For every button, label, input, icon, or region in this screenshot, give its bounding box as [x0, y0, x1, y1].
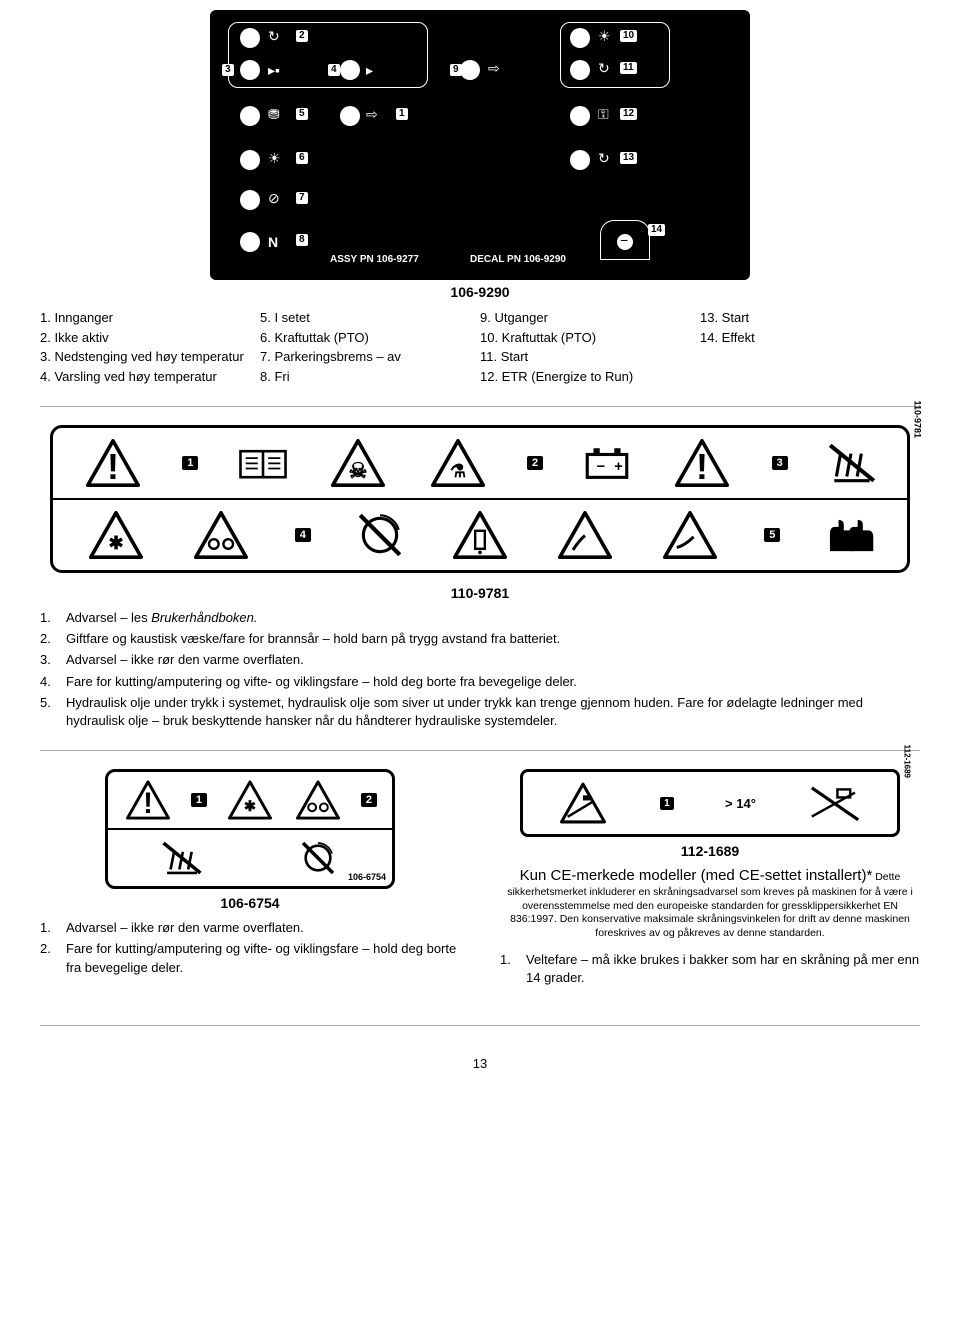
key-item: 14. Effekt: [700, 328, 920, 348]
callout-2: 2: [361, 793, 377, 807]
decal-106-6754-key: Advarsel – ikke rør den varme overflaten…: [40, 919, 460, 977]
no-touch-rotating-icon: [354, 509, 406, 561]
callout-4: 4: [295, 528, 311, 542]
decal-112-1689-key: Veltefare – må ikke brukes i bakker som …: [500, 951, 920, 987]
key-item: 1. Innganger: [40, 308, 260, 328]
warning-decal-112-1689: 1 > 14° 112-1689: [520, 769, 900, 837]
callout-1: 1: [660, 797, 674, 810]
key-item: 13. Start: [700, 308, 920, 328]
ce-subtitle: sikkerhetsmerket inkluderer en skrånings…: [500, 886, 920, 941]
svg-text:⚗: ⚗: [450, 461, 466, 481]
list-item: Advarsel – ikke rør den varme overflaten…: [40, 651, 920, 669]
skull-triangle-icon: ☠: [327, 436, 389, 490]
belt-triangle-icon: [293, 778, 343, 822]
svg-text:+: +: [615, 459, 624, 475]
key-item: 8. Fri: [260, 367, 480, 387]
warning-decal-106-6754: ! 1 ✱ 2 106-6754: [105, 769, 395, 889]
manual-icon: [237, 437, 289, 489]
hose-triangle-icon: [659, 508, 721, 562]
decal-code: 106-6754: [40, 895, 460, 911]
ce-title: Kun CE-merkede modeller (med CE-settet i…: [500, 867, 920, 884]
key-item: 12. ETR (Energize to Run): [480, 367, 700, 387]
decal-side-code: 110-9781: [913, 400, 923, 438]
key-item: 4. Varsling ved høy temperatur: [40, 367, 260, 387]
key-item: 6. Kraftuttak (PTO): [260, 328, 480, 348]
warning-triangle-icon: !: [671, 436, 733, 490]
list-item: Veltefare – må ikke brukes i bakker som …: [500, 951, 920, 987]
decal-pn-text: DECAL PN 106-9290: [470, 254, 566, 265]
list-item: Giftfare og kaustisk væske/fare for bran…: [40, 630, 920, 648]
svg-text:!: !: [107, 446, 119, 487]
hydraulic-triangle-icon: [449, 508, 511, 562]
warning-triangle-icon: !: [82, 436, 144, 490]
key-item: 10. Kraftuttak (PTO): [480, 328, 700, 348]
svg-text:☠: ☠: [348, 458, 367, 483]
callout-3: 3: [772, 456, 788, 470]
key-item: 3. Nedstenging ved høy temperatur: [40, 347, 260, 367]
list-item: Advarsel – ikke rør den varme overflaten…: [40, 919, 460, 937]
callout-1: 1: [182, 456, 198, 470]
caustic-triangle-icon: ⚗: [427, 436, 489, 490]
decal-code: 112-1689: [500, 843, 920, 859]
warning-triangle-icon: !: [123, 778, 173, 822]
no-slope-icon: [807, 780, 863, 826]
assy-pn-text: ASSY PN 106-9277: [330, 254, 419, 265]
svg-text:−: −: [597, 459, 606, 475]
svg-text:!: !: [143, 787, 153, 820]
page-number: 13: [40, 1056, 920, 1071]
key-item: 7. Parkeringsbrems – av: [260, 347, 480, 367]
callout-2: 2: [527, 456, 543, 470]
list-item: Fare for kutting/amputering og vifte- og…: [40, 940, 460, 976]
svg-text:✱: ✱: [108, 533, 123, 553]
list-item: Advarsel – les Brukerhåndboken.: [40, 609, 920, 627]
no-touch-rotating-icon: [296, 836, 340, 880]
belt-triangle-icon: [190, 508, 252, 562]
hot-surface-icon: [826, 437, 878, 489]
control-panel-diagram: ↻ ▸▪ ▸ ⛃ ⇨ ⇨ ☀ ⊘ N ☀ ↻ ⚿ ↻ − 2 3 4 5 1 6…: [40, 10, 920, 280]
key-item: 5. I setet: [260, 308, 480, 328]
svg-text:✱: ✱: [244, 799, 257, 815]
decal-side-code: 112-1689: [902, 745, 911, 778]
angle-text: > 14°: [725, 796, 756, 811]
callout-1: 1: [191, 793, 207, 807]
decal-side-code: 106-6754: [348, 872, 386, 882]
panel-key: 1. Innganger 2. Ikke aktiv 3. Nedstengin…: [40, 308, 920, 386]
slope-triangle-icon: [557, 780, 609, 826]
decal-code: 110-9781: [40, 585, 920, 601]
callout-5: 5: [764, 528, 780, 542]
key-item: 9. Utganger: [480, 308, 700, 328]
panel-code: 106-9290: [40, 284, 920, 300]
fan-triangle-icon: ✱: [85, 508, 147, 562]
warning-decal-110-9781: 110-9781 ! 1 ☠ ⚗ 2 −+ ! 3 ✱ 4 5: [50, 425, 910, 573]
key-item: 11. Start: [480, 347, 700, 367]
injection-triangle-icon: [554, 508, 616, 562]
hot-surface-icon: [160, 836, 204, 880]
list-item: Fare for kutting/amputering og vifte- og…: [40, 673, 920, 691]
gloves-icon: [823, 509, 875, 561]
decal-110-9781-key: Advarsel – les Brukerhåndboken. Giftfare…: [40, 609, 920, 730]
battery-icon: −+: [581, 437, 633, 489]
list-item: Hydraulisk olje under trykk i systemet, …: [40, 694, 920, 730]
fan-triangle-icon: ✱: [225, 778, 275, 822]
key-item: 2. Ikke aktiv: [40, 328, 260, 348]
svg-text:!: !: [696, 446, 708, 487]
